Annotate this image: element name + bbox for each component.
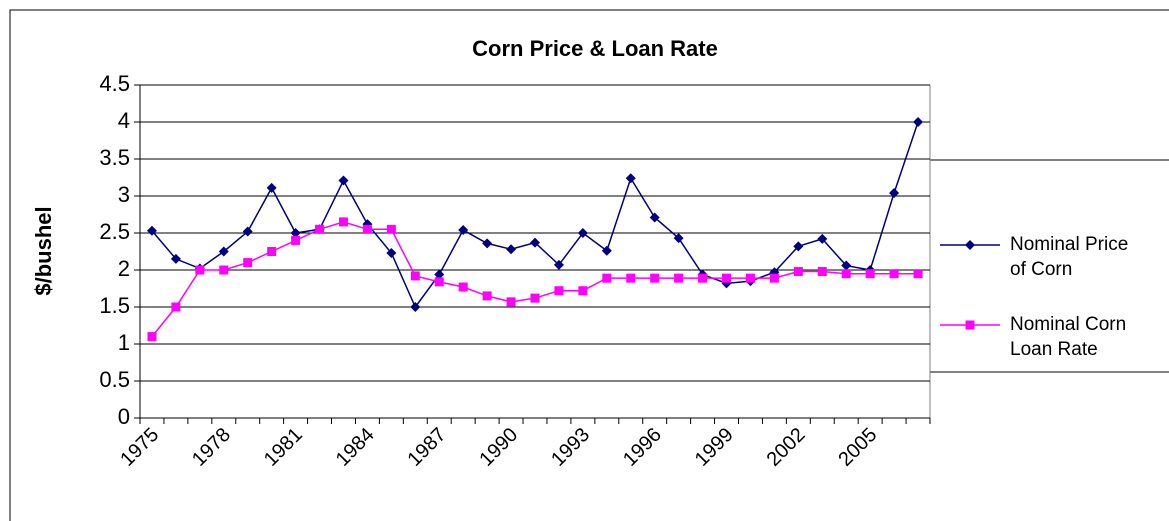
data-point	[601, 245, 612, 256]
data-point	[291, 235, 301, 245]
data-point	[434, 269, 445, 280]
data-point	[578, 286, 588, 296]
legend-marker	[965, 320, 975, 330]
chart-title: Corn Price & Loan Rate	[472, 36, 718, 61]
y-tick-label: 3	[118, 182, 130, 207]
data-point	[506, 297, 516, 307]
data-point	[793, 266, 803, 276]
data-point	[626, 273, 636, 283]
data-point	[602, 273, 612, 283]
data-point	[913, 269, 923, 279]
data-point	[338, 175, 349, 186]
legend-box	[929, 159, 1169, 373]
data-point	[913, 117, 924, 127]
data-point	[674, 273, 684, 283]
data-point	[530, 293, 540, 303]
data-point	[889, 188, 900, 199]
y-tick-label: 3.5	[99, 145, 130, 170]
data-point	[458, 225, 469, 236]
data-point	[673, 233, 684, 244]
data-point	[434, 277, 444, 287]
y-tick-label: 4.5	[99, 71, 130, 96]
data-point	[338, 217, 348, 227]
data-point	[817, 266, 827, 276]
data-point	[410, 271, 420, 281]
data-point	[793, 241, 804, 252]
data-point	[386, 224, 396, 234]
data-point	[146, 225, 157, 236]
y-tick-label: 0	[118, 404, 130, 429]
data-point	[577, 228, 588, 238]
data-point	[242, 226, 253, 237]
data-point	[482, 291, 492, 301]
data-point	[458, 282, 468, 292]
data-point	[362, 224, 372, 234]
legend-marker	[965, 240, 975, 250]
data-point	[506, 244, 517, 255]
data-point	[649, 212, 660, 223]
legend-label: Nominal Price of Corn	[1010, 234, 1129, 280]
data-point	[315, 224, 325, 234]
y-axis-label: $/bushel	[31, 206, 56, 295]
data-point	[817, 233, 828, 244]
data-point	[482, 238, 493, 249]
data-point	[650, 273, 660, 283]
data-point	[267, 247, 277, 256]
y-tick-label: 1	[118, 330, 130, 355]
legend-label: Nominal Corn Loan Rate	[1010, 314, 1127, 360]
y-tick-label: 2	[118, 256, 130, 281]
data-point	[218, 246, 229, 257]
y-tick-label: 4	[118, 108, 130, 133]
data-point	[745, 273, 755, 283]
data-point	[170, 253, 181, 264]
data-point	[243, 258, 253, 268]
data-point	[219, 265, 229, 275]
data-point	[147, 332, 157, 342]
data-point	[530, 237, 540, 248]
data-point	[266, 182, 277, 193]
data-point	[698, 273, 708, 283]
y-tick-label: 2.5	[99, 219, 130, 244]
y-tick-label: 0.5	[99, 367, 130, 392]
data-point	[553, 259, 564, 270]
data-point	[410, 302, 421, 312]
data-point	[171, 302, 181, 312]
data-point	[195, 265, 205, 275]
data-point	[889, 269, 899, 279]
data-point	[386, 247, 397, 258]
data-point	[841, 269, 851, 279]
data-point	[722, 273, 732, 283]
data-point	[865, 269, 875, 279]
plot-area	[139, 84, 931, 419]
y-tick-label: 1.5	[99, 293, 130, 318]
data-point	[290, 228, 301, 238]
data-point	[769, 273, 779, 283]
data-point	[625, 173, 636, 184]
data-point	[554, 286, 564, 296]
data-point	[841, 260, 852, 271]
